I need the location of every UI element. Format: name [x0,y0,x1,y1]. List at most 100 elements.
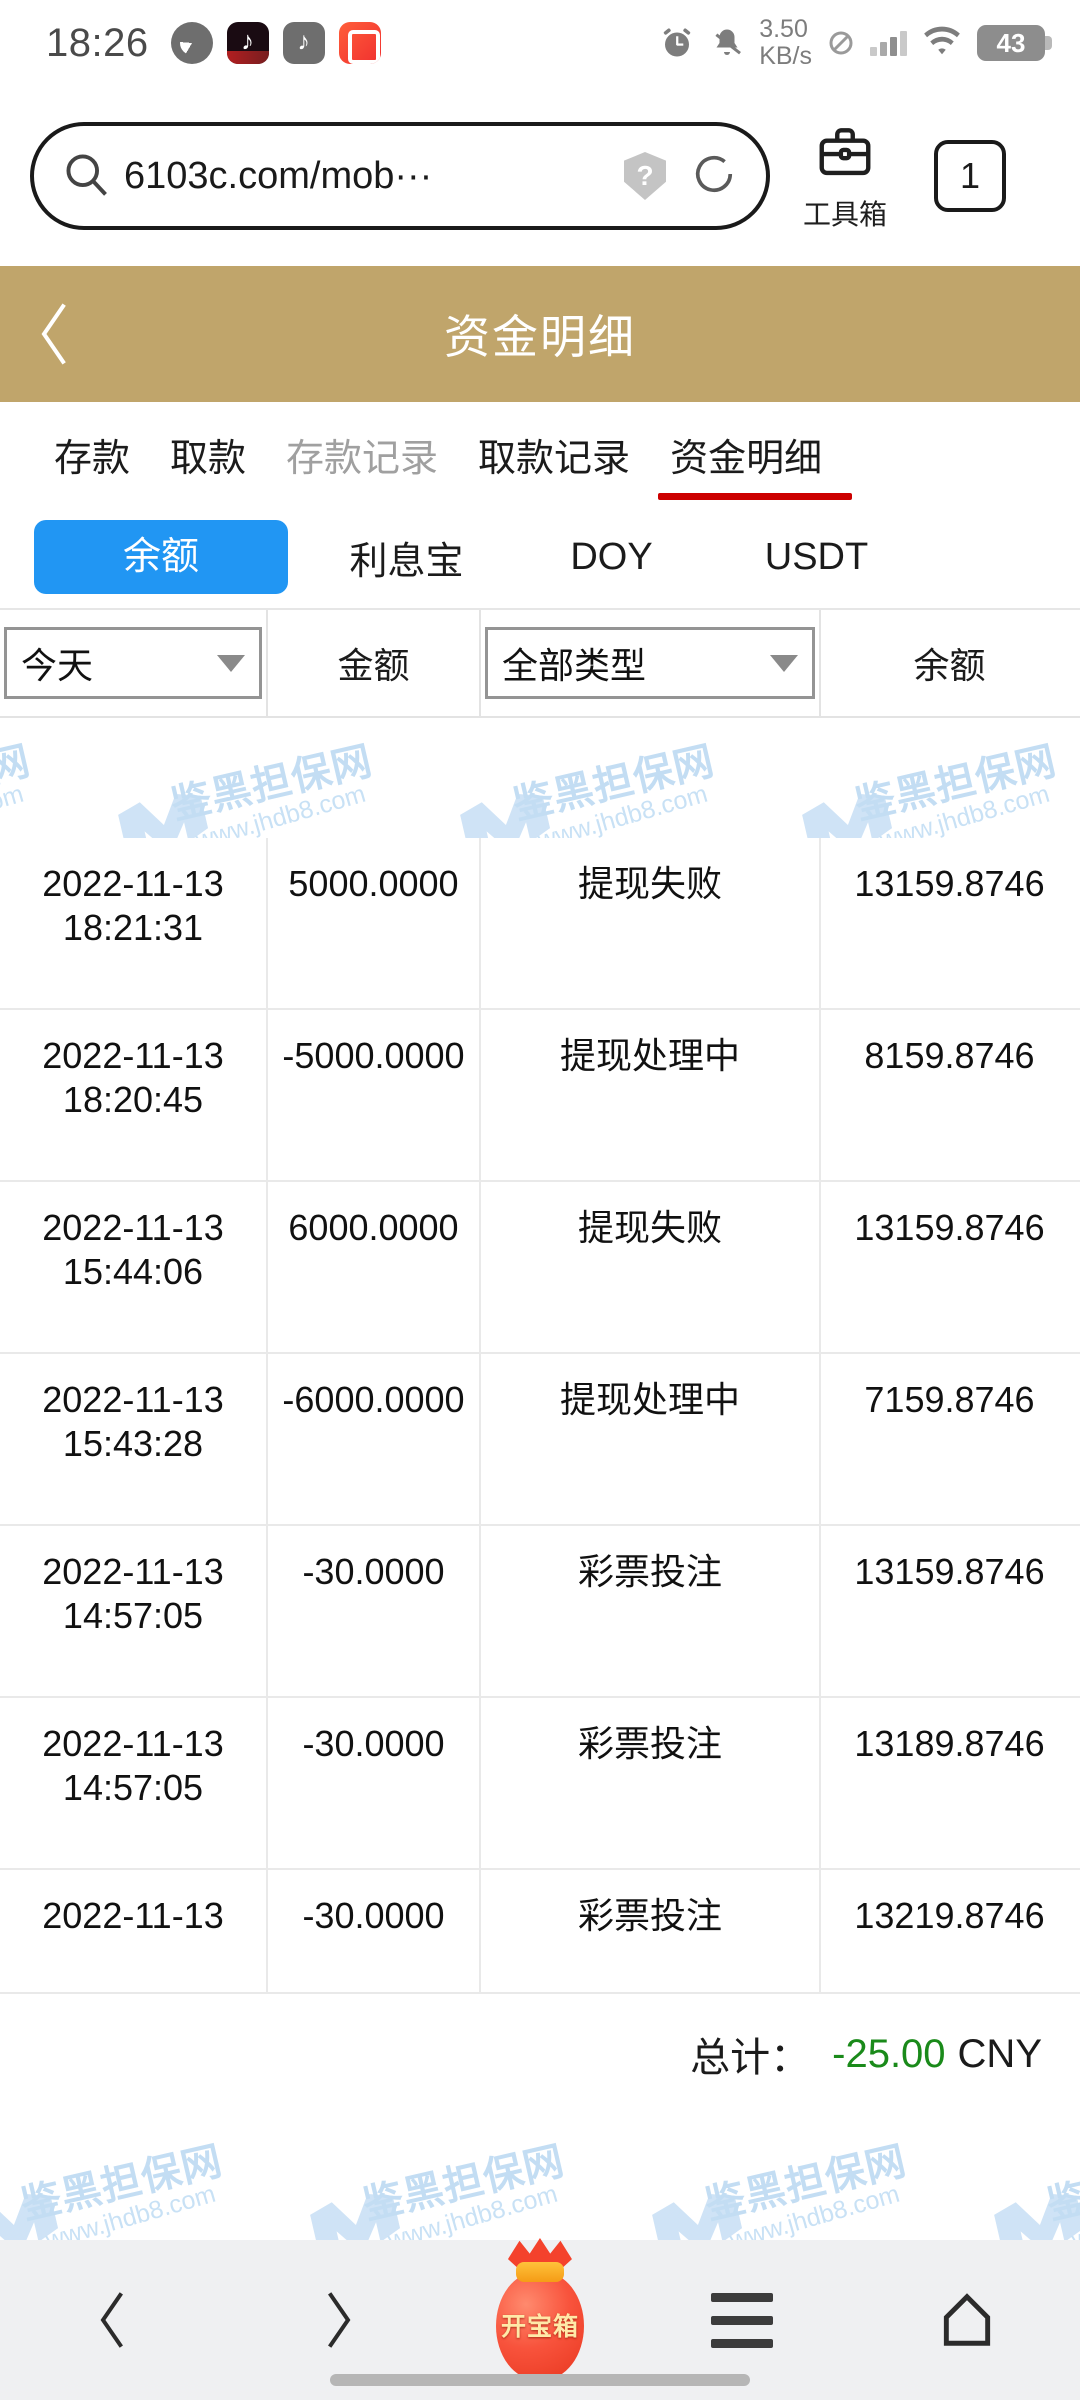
cell-type: 提现处理中 [481,1010,821,1180]
shield-icon[interactable]: ? [624,152,666,200]
wifi-icon [921,26,963,60]
cell-type: 彩票投注 [481,1870,821,1992]
watermark-text: 鉴黑担保网 [700,2137,911,2229]
subtab-doy[interactable]: DOY [570,535,653,578]
table-row[interactable]: 2022-11-13 18:20:45 -5000.0000 提现处理中 815… [0,1010,1080,1182]
search-icon [60,148,112,205]
kuaishou-icon [338,22,381,64]
battery-level: 43 [977,25,1045,61]
tab-deposit[interactable]: 存款 [54,437,131,480]
cell-datetime: 2022-11-13 14:57:05 [0,1526,268,1696]
subtab-usdt[interactable]: USDT [764,535,869,578]
tiktok-icon [226,22,269,64]
treasure-label: 开宝箱 [500,2313,579,2341]
alarm-icon [659,25,695,61]
cell-amount: -30.0000 [268,1870,481,1992]
tab-deposit-records[interactable]: 存款记录 [286,437,439,480]
total-currency: CNY [957,2031,1042,2076]
total-amount: -25.00 [832,2031,946,2076]
cell-amount: 6000.0000 [268,1182,481,1352]
subtab-interest[interactable]: 利息宝 [349,540,464,583]
nav-forward-button[interactable] [263,2265,413,2375]
toolbox-icon [812,120,878,187]
nav-home-button[interactable] [892,2265,1042,2375]
cell-time: 14:57:05 [62,1766,204,1808]
total-bar: 总计： -25.00 CNY [0,1994,1080,2114]
table-row[interactable]: 2022-11-13 -30.0000 彩票投注 13219.8746 [0,1870,1080,1994]
page-header: 资金明细 [0,266,1080,402]
toolbox-label: 工具箱 [802,198,887,230]
no-sim-icon [826,28,856,58]
date-select-value: 今天 [21,645,94,686]
net-speed-value: 3.50 [759,15,808,43]
header-back-button[interactable] [0,301,110,367]
compass-icon [170,22,213,64]
cell-time: 18:20:45 [62,1078,204,1120]
cell-amount: -5000.0000 [268,1010,481,1180]
treasure-box-icon[interactable]: 开宝箱 [488,2236,592,2386]
nav-back-button[interactable] [38,2265,188,2375]
cell-date: 2022-11-13 [42,1379,224,1420]
status-app-icons [170,22,381,64]
cell-balance: 7159.8746 [864,1379,1035,1420]
watermark-text: 鉴黑担保网 [1042,2137,1080,2229]
status-bar: 18:26 [0,0,1080,86]
cell-amount: -30.0000 [268,1698,481,1868]
cell-date: 2022-11-13 [42,1551,224,1592]
cell-datetime: 2022-11-13 15:43:28 [0,1354,268,1524]
gesture-bar[interactable] [330,2374,750,2386]
tab-withdraw[interactable]: 取款 [170,437,247,480]
tab-count-button[interactable]: 1 [934,140,1006,212]
status-clock: 18:26 [46,20,149,65]
cell-datetime: 2022-11-13 14:57:05 [0,1698,268,1868]
table-row[interactable]: 2022-11-13 18:21:31 5000.0000 提现失败 13159… [0,838,1080,1010]
douyin-icon [282,22,325,64]
net-speed-unit: KB/s [759,42,812,70]
watermark-text: 鉴黑担保网 [16,2137,227,2229]
cell-date: 2022-11-13 [42,1207,224,1248]
tab-fund-details[interactable]: 资金明细 [650,402,853,506]
top-tabs: 存款 取款 存款记录 取款记录 资金明细 [0,402,1080,506]
table-top-spacer [0,718,1080,838]
date-select[interactable]: 今天 [4,627,262,699]
table-row[interactable]: 2022-11-13 15:43:28 -6000.0000 提现处理中 715… [0,1354,1080,1526]
filter-type-cell: 全部类型 [481,610,821,716]
tab-withdraw-records[interactable]: 取款记录 [478,437,631,480]
total-label: 总计： [690,2036,811,2080]
net-speed: 3.50 KB/s [759,16,812,70]
table-row[interactable]: 2022-11-13 15:44:06 6000.0000 提现失败 13159… [0,1182,1080,1354]
type-select-value: 全部类型 [502,645,647,686]
nav-menu-button[interactable] [667,2265,817,2375]
bell-muted-icon [709,25,745,61]
cell-time: 14:57:05 [62,1594,204,1636]
url-text[interactable]: 6103c.com/mob··· [124,154,433,197]
cell-balance: 8159.8746 [864,1035,1035,1076]
column-header-balance: 余额 [913,645,986,686]
cell-balance: 13189.8746 [854,1723,1045,1764]
filter-amount-cell: 金额 [268,610,481,716]
filter-row: 今天 金额 全部类型 余额 [0,610,1080,718]
page-title: 资金明细 [444,311,636,363]
cell-balance: 13219.8746 [854,1895,1045,1936]
type-select[interactable]: 全部类型 [485,627,815,699]
table-row[interactable]: 2022-11-13 14:57:05 -30.0000 彩票投注 13159.… [0,1526,1080,1698]
cell-balance: 13159.8746 [854,1551,1045,1592]
cell-datetime: 2022-11-13 15:44:06 [0,1182,268,1352]
toolbox-button[interactable]: 工具箱 [770,120,920,233]
watermark-text: 鉴黑担保网 [358,2137,569,2229]
cell-date: 2022-11-13 [42,1895,224,1936]
cell-amount: 5000.0000 [268,838,481,1008]
reload-icon[interactable] [688,148,740,205]
cell-time: 15:44:06 [62,1250,204,1292]
column-header-amount: 金额 [337,645,410,686]
url-bar[interactable]: 6103c.com/mob··· ? [30,122,770,230]
table-row[interactable]: 2022-11-13 14:57:05 -30.0000 彩票投注 13189.… [0,1698,1080,1870]
cell-datetime: 2022-11-13 18:20:45 [0,1010,268,1180]
transactions-table: 2022-11-13 18:21:31 5000.0000 提现失败 13159… [0,838,1080,1994]
cell-amount: -30.0000 [268,1526,481,1696]
treasure-knot [515,2262,564,2282]
cell-type: 彩票投注 [481,1698,821,1868]
chevron-down-icon [770,654,798,672]
subtab-balance[interactable]: 余额 [34,520,288,594]
